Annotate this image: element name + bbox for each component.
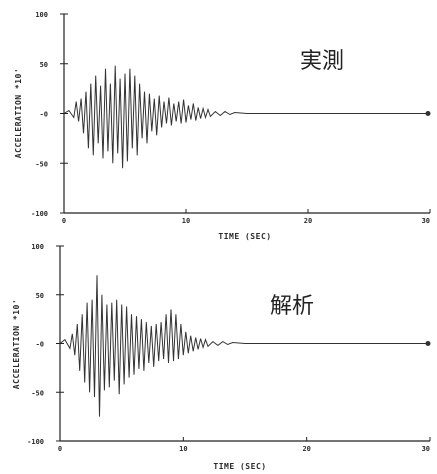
series-end-marker — [425, 341, 431, 346]
panel-title: 解析 — [270, 294, 314, 319]
y-axis-title: ACCELERATION *10' — [14, 68, 23, 158]
panel-analysis: 100 50 -0 -50 -100 0 10 20 30 解析 TIME (SEC) ACC… — [12, 243, 431, 471]
x-axis-title: TIME (SEC) — [218, 232, 271, 241]
x-axis-title: TIME (SEC) — [213, 462, 266, 471]
x-tick-label: 0 — [58, 445, 62, 453]
x-tick-label: 20 — [304, 217, 312, 225]
series-end-marker — [425, 111, 431, 116]
panel-measured: 100 50 -0 -50 -100 0 10 20 30 実測 TIME (SEC) ACC… — [14, 11, 431, 241]
series-line — [59, 275, 430, 417]
y-tick-label: 50 — [40, 61, 48, 69]
y-tick-label: -100 — [31, 210, 48, 218]
y-tick-label: -0 — [40, 111, 48, 119]
x-ticks: 0 10 20 30 — [58, 437, 431, 453]
x-tick-label: 20 — [302, 445, 310, 453]
y-tick-label: -50 — [35, 160, 48, 168]
panel-title: 実測 — [300, 49, 344, 74]
y-ticks: 100 50 -0 -50 -100 — [27, 243, 64, 446]
series-line — [63, 65, 430, 169]
y-ticks: 100 50 -0 -50 -100 — [31, 11, 68, 218]
y-tick-label: 100 — [31, 243, 44, 251]
x-tick-label: 10 — [182, 217, 190, 225]
y-tick-label: 50 — [36, 292, 44, 300]
x-tick-label: 10 — [179, 445, 187, 453]
y-tick-label: 100 — [35, 11, 48, 19]
y-tick-label: -100 — [27, 438, 44, 446]
x-ticks: 0 10 20 30 — [62, 209, 431, 225]
x-tick-label: 30 — [422, 445, 430, 453]
y-tick-label: -50 — [31, 389, 44, 397]
x-tick-label: 30 — [422, 217, 430, 225]
y-axis-title: ACCELERATION *10' — [12, 299, 21, 389]
x-tick-label: 0 — [62, 217, 66, 225]
y-tick-label: -0 — [36, 341, 44, 349]
